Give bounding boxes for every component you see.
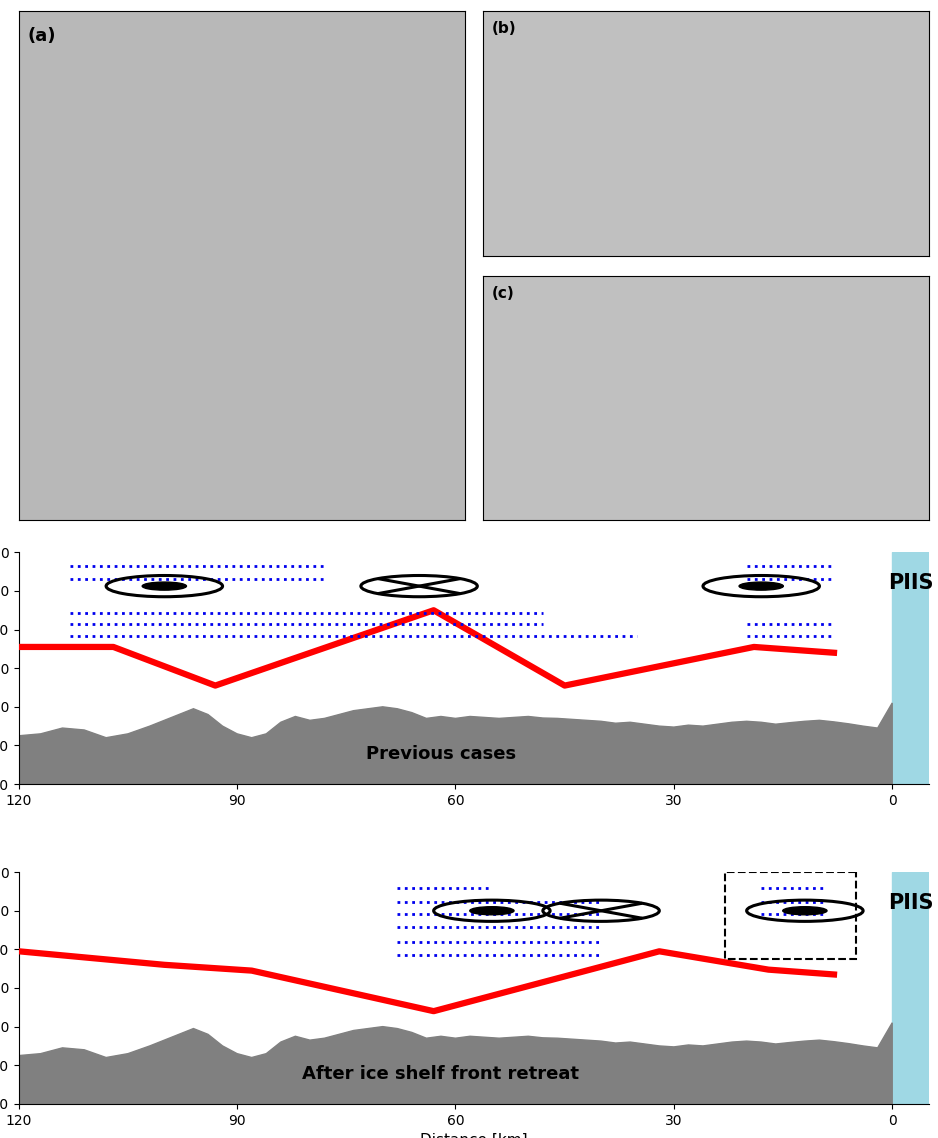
Ellipse shape bbox=[782, 907, 827, 915]
Text: (a): (a) bbox=[28, 26, 56, 44]
Text: After ice shelf front retreat: After ice shelf front retreat bbox=[302, 1065, 580, 1082]
Ellipse shape bbox=[739, 582, 783, 591]
Text: PIIS: PIIS bbox=[887, 574, 933, 593]
X-axis label: Distance [km]: Distance [km] bbox=[420, 1133, 527, 1138]
Polygon shape bbox=[19, 703, 892, 784]
Bar bbox=[725, 872, 855, 959]
Text: (b): (b) bbox=[492, 22, 516, 36]
Ellipse shape bbox=[470, 907, 514, 915]
Bar bbox=[892, 552, 929, 784]
Ellipse shape bbox=[143, 582, 187, 591]
Bar bbox=[892, 872, 929, 1104]
Text: PIIS: PIIS bbox=[887, 893, 933, 913]
Polygon shape bbox=[19, 1023, 892, 1104]
Text: (c): (c) bbox=[492, 286, 514, 300]
Text: Previous cases: Previous cases bbox=[366, 744, 516, 762]
